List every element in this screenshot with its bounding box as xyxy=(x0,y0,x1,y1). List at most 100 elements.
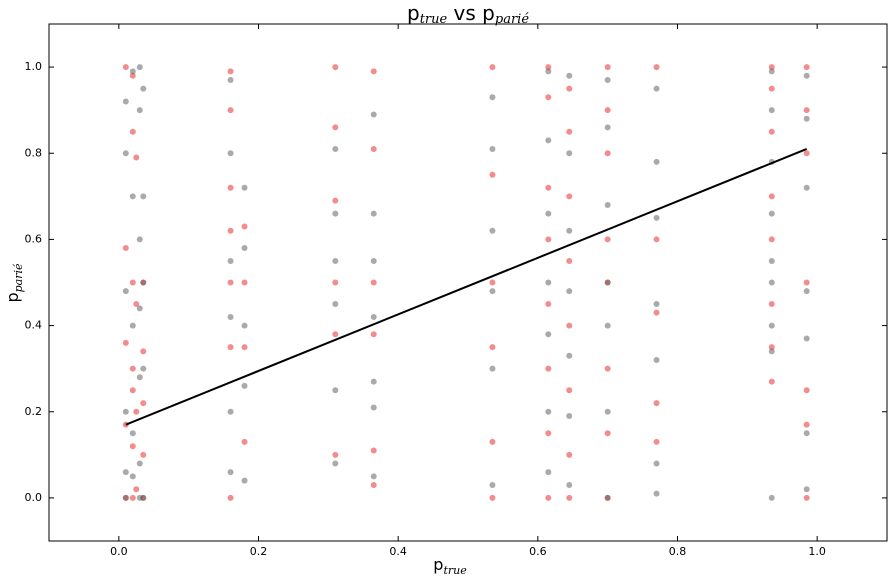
y-axis-label: pparié xyxy=(3,263,25,303)
title-sub: true xyxy=(420,12,448,27)
scatter-point xyxy=(136,305,143,312)
scatter-point xyxy=(653,460,660,467)
scatter-point xyxy=(653,357,660,364)
scatter-point xyxy=(227,77,234,84)
scatter-point xyxy=(140,85,147,92)
scatter-point xyxy=(768,344,775,351)
scatter-point xyxy=(140,365,147,372)
scatter-point xyxy=(129,128,136,135)
scatter-point xyxy=(545,469,552,476)
scatter-point xyxy=(489,279,496,286)
y-tick-label: 1.0 xyxy=(25,60,43,73)
scatter-point xyxy=(803,494,810,501)
scatter-point xyxy=(653,490,660,497)
scatter-point xyxy=(129,443,136,450)
scatter-point xyxy=(653,158,660,165)
scatter-point xyxy=(566,352,573,359)
scatter-point xyxy=(332,257,339,264)
scatter-point xyxy=(489,438,496,445)
scatter-point xyxy=(140,193,147,200)
scatter-point xyxy=(136,236,143,243)
scatter-point xyxy=(653,301,660,308)
scatter-point xyxy=(136,64,143,71)
scatter-point xyxy=(768,64,775,71)
scatter-point xyxy=(241,223,248,230)
y-tick-label: 0.6 xyxy=(25,232,43,245)
scatter-point xyxy=(122,469,129,476)
scatter-point xyxy=(227,408,234,415)
scatter-point xyxy=(566,451,573,458)
scatter-point xyxy=(370,145,377,152)
scatter-point xyxy=(227,469,234,476)
scatter-point xyxy=(227,107,234,114)
scatter-point xyxy=(545,408,552,415)
scatter-point xyxy=(133,408,140,415)
scatter-point xyxy=(227,257,234,264)
scatter-point xyxy=(566,413,573,420)
scatter-point xyxy=(122,288,129,295)
scatter-point xyxy=(241,438,248,445)
label-part: p xyxy=(3,292,22,302)
scatter-point xyxy=(140,451,147,458)
scatter-point xyxy=(136,460,143,467)
scatter-point xyxy=(803,335,810,342)
scatter-point xyxy=(604,494,611,501)
x-tick-label: 1.0 xyxy=(808,545,826,558)
scatter-point xyxy=(122,245,129,252)
scatter-point xyxy=(768,236,775,243)
scatter-point xyxy=(803,150,810,157)
scatter-point xyxy=(227,150,234,157)
scatter-point xyxy=(140,494,147,501)
scatter-point xyxy=(768,85,775,92)
scatter-point xyxy=(545,68,552,75)
scatter-point xyxy=(803,279,810,286)
scatter-point xyxy=(489,171,496,178)
scatter-point xyxy=(370,68,377,75)
scatter-point xyxy=(370,378,377,385)
scatter-point xyxy=(122,339,129,346)
scatter-point xyxy=(653,309,660,316)
scatter-point xyxy=(133,301,140,308)
scatter-point xyxy=(604,236,611,243)
x-tick-label: 0.0 xyxy=(110,545,128,558)
scatter-point xyxy=(768,193,775,200)
title-sub: parié xyxy=(495,12,529,27)
scatter-point xyxy=(604,365,611,372)
y-tick-label: 0.8 xyxy=(25,146,43,159)
scatter-point xyxy=(129,387,136,394)
scatter-point xyxy=(241,477,248,484)
scatter-point xyxy=(566,193,573,200)
scatter-point xyxy=(566,257,573,264)
scatter-point xyxy=(545,331,552,338)
y-tick-label: 0.2 xyxy=(25,405,43,418)
scatter-point xyxy=(332,197,339,204)
scatter-point xyxy=(653,64,660,71)
scatter-point xyxy=(370,210,377,217)
scatter-point xyxy=(604,201,611,208)
scatter-point xyxy=(545,279,552,286)
scatter-point xyxy=(566,150,573,157)
scatter-point xyxy=(489,481,496,488)
chart-title: ptrue vs pparié xyxy=(407,1,529,27)
scatter-point xyxy=(604,64,611,71)
scatter-point xyxy=(653,85,660,92)
scatter-point xyxy=(489,64,496,71)
scatter-point xyxy=(129,473,136,480)
scatter-point xyxy=(653,400,660,407)
scatter-point xyxy=(768,322,775,329)
scatter-point xyxy=(604,124,611,131)
scatter-point xyxy=(332,145,339,152)
scatter-point xyxy=(768,301,775,308)
scatter-point xyxy=(566,387,573,394)
scatter-point xyxy=(768,210,775,217)
x-tick-label: 0.4 xyxy=(389,545,407,558)
scatter-point xyxy=(489,494,496,501)
scatter-point xyxy=(122,64,129,71)
scatter-point xyxy=(566,85,573,92)
scatter-point xyxy=(332,124,339,131)
scatter-point xyxy=(370,447,377,454)
scatter-point xyxy=(370,279,377,286)
fit-line xyxy=(125,148,808,426)
